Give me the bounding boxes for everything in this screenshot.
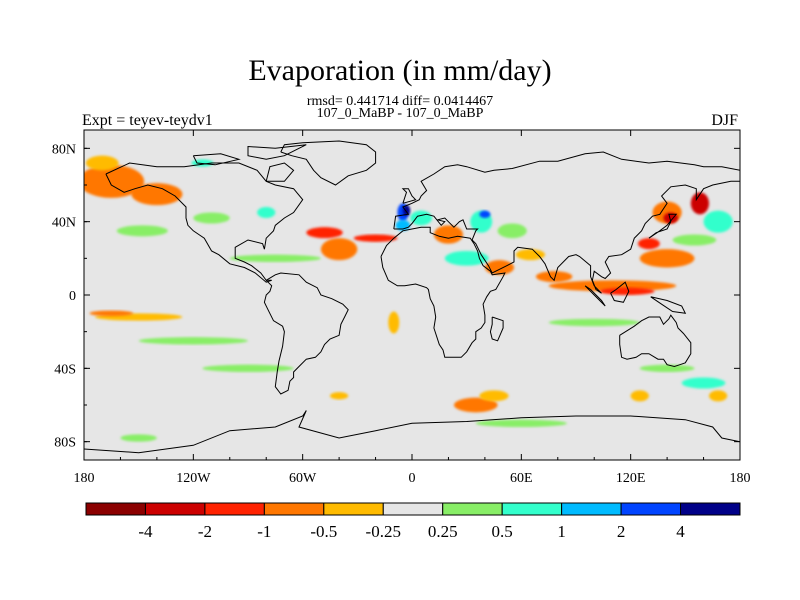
anomaly-patch-40 — [453, 397, 498, 413]
anomaly-patch-36 — [388, 311, 400, 334]
colorbar-label-7: 1 — [557, 522, 566, 541]
anomaly-patch-1 — [131, 183, 183, 206]
colorbar-box-3 — [263, 502, 325, 516]
anomaly-patch-38 — [639, 364, 695, 373]
coastline-2 — [263, 272, 349, 395]
y-tick-label-3: 40S — [54, 362, 76, 377]
anomaly-patch-2 — [85, 155, 119, 171]
y-tick-label-2: 0 — [69, 289, 76, 304]
anomaly-patch-24 — [599, 287, 655, 296]
colorbar-label-6: 0.5 — [492, 522, 513, 541]
coastline-12 — [648, 213, 678, 239]
coastline-6 — [489, 316, 504, 342]
y-tick-label-4: 80S — [54, 436, 76, 451]
anomaly-patch-0 — [84, 164, 145, 198]
x-tick-label-4: 60E — [510, 471, 533, 486]
coastline-8 — [247, 144, 307, 160]
anomaly-patch-44 — [630, 390, 649, 402]
colorbar-label-9: 4 — [676, 522, 685, 541]
x-tick-label-3: 0 — [409, 471, 416, 486]
colorbar-box-9 — [620, 502, 682, 516]
colorbar-box-5 — [382, 502, 444, 516]
colorbar-box-8 — [561, 502, 622, 516]
y-tick-label-0: 80N — [52, 142, 76, 157]
map-background — [84, 130, 740, 460]
anomaly-patch-9 — [306, 227, 343, 239]
colorbar-box-4 — [323, 502, 384, 516]
coastline-14 — [610, 281, 630, 303]
period-subtitle: 107_0_MaBP - 107_0_MaBP — [316, 106, 484, 121]
coastline-7 — [84, 410, 740, 454]
anomaly-patch-17 — [479, 210, 491, 218]
season-label: DJF — [711, 112, 738, 129]
anomaly-patch-19 — [444, 251, 489, 266]
coastline-9 — [192, 153, 241, 166]
coastline-13 — [584, 285, 606, 307]
anomaly-patch-30 — [637, 238, 660, 250]
anomaly-patch-28 — [690, 192, 710, 215]
x-tick-label-2: 60W — [289, 471, 317, 486]
anomaly-patch-20 — [484, 260, 515, 275]
colorbar-label-0: -4 — [138, 522, 153, 541]
colorbar-label-2: -1 — [257, 522, 271, 541]
colorbar-label-8: 2 — [617, 522, 626, 541]
anomaly-patch-35 — [202, 364, 294, 373]
x-tick-label-1: 120W — [176, 471, 211, 486]
anomaly-patch-41 — [479, 390, 509, 402]
colorbar-box-10 — [680, 502, 741, 516]
colorbar-box-7 — [501, 502, 563, 516]
colorbar-label-4: -0.25 — [366, 522, 401, 541]
anomaly-patch-15 — [433, 225, 464, 244]
colorbar-box-0 — [85, 502, 146, 516]
anomaly-patch-21 — [515, 249, 546, 261]
anomaly-patch-27 — [663, 212, 679, 224]
coastline-3 — [393, 151, 740, 294]
colorbar-box-6 — [442, 502, 503, 516]
y-tick-label-1: 40N — [52, 216, 76, 231]
colorbar-box-2 — [204, 502, 265, 516]
experiment-label: Expt = teyev-teydv1 — [82, 112, 213, 129]
coastline-4 — [380, 226, 506, 358]
anomaly-patch-31 — [672, 234, 717, 246]
chart-title: Evaporation (in mm/day) — [248, 54, 552, 87]
anomaly-patch-14 — [410, 210, 433, 226]
coastline-0 — [105, 162, 304, 283]
anomaly-patch-6 — [257, 207, 276, 218]
x-tick-label-5: 120E — [616, 471, 646, 486]
coastline-1 — [280, 140, 377, 186]
anomaly-patch-46 — [120, 434, 157, 442]
colorbar-label-1: -2 — [198, 522, 212, 541]
anomaly-patch-18 — [497, 223, 527, 239]
coastline-5 — [619, 314, 692, 368]
anomaly-patch-33 — [89, 310, 134, 317]
coastline-11 — [401, 188, 417, 204]
anomaly-patch-8 — [320, 238, 358, 261]
x-tick-label-6: 180 — [730, 471, 751, 486]
x-tick-label-0: 180 — [74, 471, 95, 486]
anomaly-patch-3 — [116, 225, 168, 237]
colorbar-box-1 — [144, 502, 206, 516]
stats-label: rmsd= 0.441714 diff= 0.0414467 — [306, 94, 494, 109]
anomaly-patch-37 — [548, 318, 640, 327]
anomaly-patch-45 — [709, 390, 728, 402]
colorbar-label-3: -0.5 — [310, 522, 337, 541]
anomaly-patch-10 — [353, 234, 398, 242]
colorbar-label-5: 0.25 — [428, 522, 458, 541]
anomaly-patch-42 — [330, 392, 349, 400]
anomaly-patch-43 — [475, 419, 567, 428]
anomaly-patch-25 — [639, 249, 695, 268]
anomaly-patch-29 — [703, 210, 733, 233]
coastline-10 — [265, 162, 295, 182]
anomaly-patch-5 — [229, 254, 321, 262]
anomaly-patch-34 — [138, 337, 248, 345]
anomaly-patch-4 — [193, 212, 230, 224]
anomaly-patch-39 — [681, 377, 726, 389]
coastline-15 — [650, 296, 687, 314]
anomaly-patch-22 — [535, 271, 573, 283]
